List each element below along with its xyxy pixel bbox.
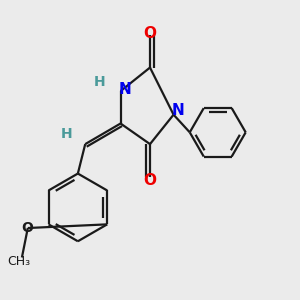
Text: O: O [143, 173, 157, 188]
Text: H: H [60, 127, 72, 141]
Text: H: H [94, 75, 106, 89]
Text: CH₃: CH₃ [8, 255, 31, 268]
Text: N: N [118, 82, 131, 97]
Text: N: N [172, 103, 184, 118]
Text: O: O [21, 221, 33, 235]
Text: O: O [143, 26, 157, 41]
